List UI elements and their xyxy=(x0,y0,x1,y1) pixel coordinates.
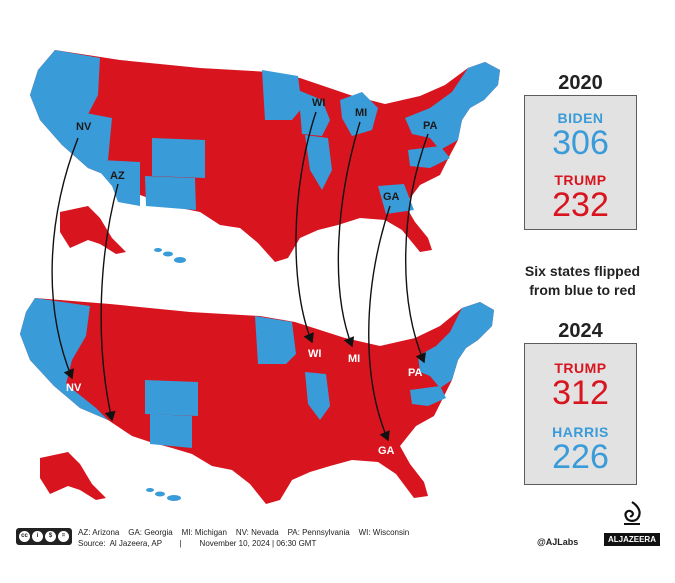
candidate-trump-2024-votes: 312 xyxy=(552,374,609,412)
us-2020-il xyxy=(305,135,332,190)
aljazeera-mark-icon xyxy=(624,501,641,525)
us-2020-nm xyxy=(145,176,196,210)
candidate-biden-name: BIDEN xyxy=(557,110,604,126)
arrow-ga xyxy=(368,205,391,442)
us-2024-northeast xyxy=(418,302,494,388)
arrow-wi xyxy=(295,111,317,344)
us-2024-co xyxy=(145,380,198,416)
label-2024-ga: GA xyxy=(378,445,395,457)
candidate-biden-votes: 306 xyxy=(552,124,609,162)
us-2020-mi xyxy=(340,92,378,136)
headline-line-2: from blue to red xyxy=(529,282,636,298)
candidate-trump-2020-votes: 232 xyxy=(552,186,609,224)
results-2020-panel: BIDEN 306 TRUMP 232 xyxy=(524,95,637,230)
label-2020-ga: GA xyxy=(383,191,400,203)
arrow-pa xyxy=(405,133,429,364)
candidate-trump-2020-name: TRUMP xyxy=(554,172,607,188)
us-2024-va xyxy=(410,386,446,406)
candidate-harris-name: HARRIS xyxy=(552,424,609,440)
label-2020-nv: NV xyxy=(76,121,92,133)
headline: Six states flipped from blue to red xyxy=(495,262,670,300)
label-2020-wi: WI xyxy=(312,97,325,109)
year-2024-heading: 2024 xyxy=(558,320,603,342)
us-2020-northeast xyxy=(405,62,500,150)
aljazeera-logo: ALJAZEERA xyxy=(604,500,660,548)
us-2024-base xyxy=(20,298,494,504)
us-2020-alaska xyxy=(60,206,126,254)
us-2020-mn xyxy=(262,70,302,120)
arrow-mi xyxy=(337,121,361,348)
label-2020-az: AZ xyxy=(110,170,125,182)
label-2024-nv: NV xyxy=(66,382,82,394)
us-2020-az xyxy=(100,160,140,206)
candidate-harris-votes: 226 xyxy=(552,438,609,476)
us-2020-hawaii xyxy=(154,248,186,263)
us-2024-westcoast-blue xyxy=(20,298,108,420)
us-2024-hawaii xyxy=(146,488,181,501)
map-2020: NV AZ WI MI PA GA xyxy=(30,50,500,263)
label-2024-pa: PA xyxy=(408,367,423,379)
us-2020-base xyxy=(30,50,500,262)
year-2020-heading: 2020 xyxy=(558,72,603,94)
map-2024: NV AZ WI MI PA GA xyxy=(20,298,494,504)
us-2020-nv xyxy=(70,110,112,172)
us-2024-mn xyxy=(255,316,296,364)
label-2024-mi: MI xyxy=(348,353,360,365)
us-2024-alaska xyxy=(40,452,106,500)
creative-commons-icon: cc i $ = xyxy=(16,528,72,545)
results-2024-panel: TRUMP 312 HARRIS 226 xyxy=(524,343,637,485)
arrow-az xyxy=(100,183,119,422)
arrow-nv xyxy=(51,137,79,380)
us-2020-ga xyxy=(378,184,414,214)
label-2024-az: AZ xyxy=(104,425,119,437)
us-2020-co xyxy=(152,138,205,178)
label-2024-wi: WI xyxy=(308,348,321,360)
label-2020-pa: PA xyxy=(423,120,438,132)
candidate-trump-2024-name: TRUMP xyxy=(554,360,607,376)
social-handle: @AJLabs xyxy=(537,537,579,547)
us-2024-nm xyxy=(150,414,192,448)
headline-line-1: Six states flipped xyxy=(524,263,641,279)
us-2024-il xyxy=(305,372,330,420)
us-2020-wi xyxy=(298,90,330,136)
footer-abbreviations: AZ: Arizona GA: Georgia MI: Michigan NV:… xyxy=(78,528,410,537)
label-2020-mi: MI xyxy=(355,107,367,119)
flip-arrows xyxy=(51,111,429,442)
aljazeera-wordmark: ALJAZEERA xyxy=(604,533,660,546)
footer-source: Source: Al Jazeera, AP | November 10, 20… xyxy=(78,539,317,548)
